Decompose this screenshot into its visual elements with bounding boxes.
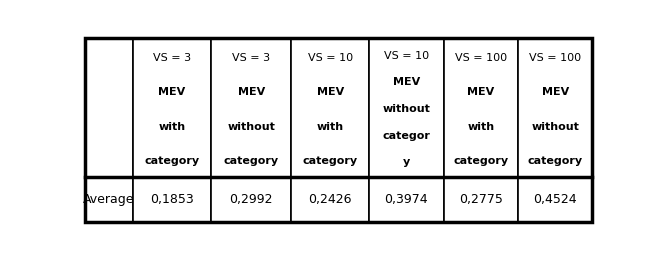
Text: VS = 3: VS = 3 xyxy=(232,53,270,63)
Text: category: category xyxy=(223,156,279,166)
Text: MEV: MEV xyxy=(317,87,344,97)
Bar xyxy=(444,178,518,222)
Text: VS = 10: VS = 10 xyxy=(384,51,429,61)
Text: 0,3974: 0,3974 xyxy=(385,193,428,206)
Bar xyxy=(369,38,444,178)
Text: MEV: MEV xyxy=(159,87,186,97)
Bar xyxy=(518,178,592,222)
Text: category: category xyxy=(527,156,583,166)
Text: 0,2426: 0,2426 xyxy=(309,193,352,206)
Text: without: without xyxy=(383,104,430,114)
Bar xyxy=(292,178,369,222)
Text: 0,4524: 0,4524 xyxy=(533,193,577,206)
Bar xyxy=(85,38,592,222)
Text: MEV: MEV xyxy=(237,87,265,97)
Text: categor: categor xyxy=(383,131,430,141)
Text: y: y xyxy=(403,157,410,167)
Text: without: without xyxy=(227,122,275,131)
Text: VS = 100: VS = 100 xyxy=(529,53,581,63)
Bar xyxy=(133,38,211,178)
Bar xyxy=(444,38,518,178)
Text: with: with xyxy=(467,122,494,131)
Text: category: category xyxy=(303,156,358,166)
Text: without: without xyxy=(531,122,579,131)
Text: 0,1853: 0,1853 xyxy=(150,193,194,206)
Bar xyxy=(133,178,211,222)
Bar xyxy=(211,178,292,222)
Bar xyxy=(518,38,592,178)
Text: Average: Average xyxy=(83,193,135,206)
Text: category: category xyxy=(453,156,508,166)
Bar xyxy=(292,38,369,178)
Text: 0,2992: 0,2992 xyxy=(229,193,273,206)
Text: with: with xyxy=(317,122,344,131)
Text: VS = 3: VS = 3 xyxy=(153,53,191,63)
Bar xyxy=(85,38,133,178)
Text: VS = 10: VS = 10 xyxy=(308,53,353,63)
Text: MEV: MEV xyxy=(541,87,568,97)
Bar xyxy=(369,178,444,222)
Text: MEV: MEV xyxy=(467,87,494,97)
Text: 0,2775: 0,2775 xyxy=(459,193,503,206)
Text: with: with xyxy=(159,122,186,131)
Bar xyxy=(85,178,133,222)
Text: MEV: MEV xyxy=(393,77,420,87)
Text: VS = 100: VS = 100 xyxy=(455,53,507,63)
Bar xyxy=(211,38,292,178)
Text: category: category xyxy=(144,156,200,166)
